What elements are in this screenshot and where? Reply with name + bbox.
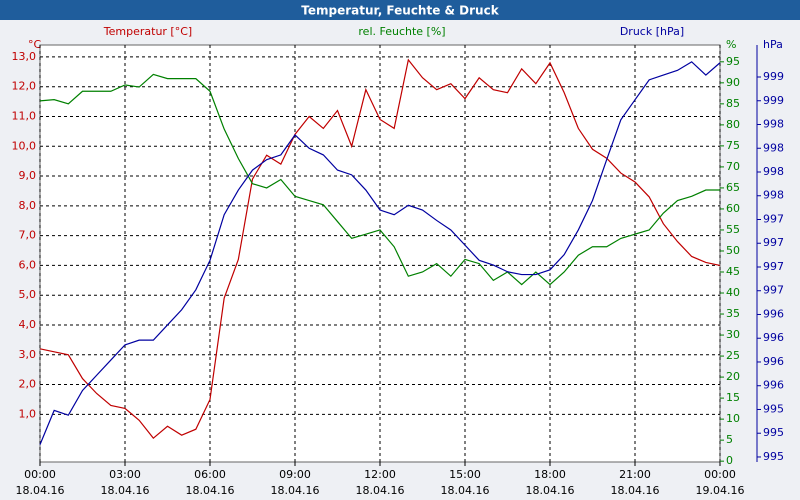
data-line [39,61,721,445]
x-tick-label: 15:00 [449,468,481,481]
y3-tick-label: 996 [763,379,784,392]
y3-title: Druck [hPa] [620,25,684,38]
y-tick-label: 8,0 [19,199,37,212]
y3-tick-label: 999 [763,94,784,107]
title-bar [0,0,800,20]
x-tick-date: 18.04.16 [101,484,150,497]
x-tick-date: 18.04.16 [526,484,575,497]
y3-tick-label: 998 [763,141,784,154]
y2-tick-label: 85 [726,97,740,110]
y2-tick-label: 40 [726,286,740,299]
y2-tick-label: 20 [726,370,740,383]
y2-tick-label: 15 [726,391,740,404]
y2-tick-label: 30 [726,328,740,341]
x-tick-date: 18.04.16 [356,484,405,497]
y3-tick-label: 997 [763,284,784,297]
x-tick-date: 18.04.16 [441,484,490,497]
y3-tick-label: 998 [763,118,784,131]
x-tick-label: 06:00 [194,468,226,481]
y-tick-label: 10,0 [12,139,37,152]
y-unit: °C [28,38,42,51]
y3-tick-label: 997 [763,236,784,249]
data-line [39,73,720,286]
x-tick-label: 09:00 [279,468,311,481]
y-tick-label: 4,0 [19,318,37,331]
y3-tick-label: 997 [763,260,784,273]
y2-tick-label: 0 [726,454,733,467]
y2-tick-label: 70 [726,160,740,173]
y3-tick-label: 995 [763,426,784,439]
x-tick-date: 18.04.16 [611,484,660,497]
y2-tick-label: 60 [726,202,740,215]
y-tick-label: 7,0 [19,229,37,242]
y2-unit: % [726,38,736,51]
x-tick-label: 00:00 [704,468,736,481]
y3-tick-label: 997 [763,212,784,225]
x-tick-date: 18.04.16 [16,484,65,497]
chart-title: Temperatur, Feuchte & Druck [301,4,499,18]
y-tick-label: 2,0 [19,378,37,391]
y2-tick-label: 95 [726,55,740,68]
y2-tick-label: 75 [726,139,740,152]
y3-tick-label: 998 [763,189,784,202]
y-tick-label: 1,0 [19,407,37,420]
x-tick-date: 18.04.16 [186,484,235,497]
y2-tick-label: 55 [726,223,740,236]
x-tick-label: 12:00 [364,468,396,481]
x-tick-label: 18:00 [534,468,566,481]
y2-tick-label: 5 [726,433,733,446]
y3-tick-label: 995 [763,402,784,415]
plot-area [39,44,721,463]
x-tick-date: 19.04.16 [696,484,745,497]
y-tick-label: 5,0 [19,288,37,301]
y2-tick-label: 35 [726,307,740,320]
x-tick-label: 00:00 [24,468,56,481]
y3-tick-label: 999 [763,70,784,83]
y-tick-label: 12,0 [12,80,37,93]
y3-tick-label: 996 [763,331,784,344]
y2-tick-label: 50 [726,244,740,257]
y-tick-label: 13,0 [12,50,37,63]
y2-tick-label: 65 [726,181,740,194]
y2-tick-label: 90 [726,76,740,89]
y3-tick-label: 995 [763,450,784,463]
y3-unit: hPa [763,38,783,51]
y2-tick-label: 25 [726,349,740,362]
y3-tick-label: 996 [763,355,784,368]
y3-tick-label: 996 [763,307,784,320]
y2-tick-label: 80 [726,118,740,131]
y-title: Temperatur [°C] [103,25,192,38]
y-tick-label: 3,0 [19,348,37,361]
y-tick-label: 6,0 [19,258,37,271]
x-tick-label: 03:00 [109,468,141,481]
y2-tick-label: 10 [726,412,740,425]
x-tick-date: 18.04.16 [271,484,320,497]
y2-title: rel. Feuchte [%] [358,25,445,38]
y2-tick-label: 45 [726,265,740,278]
x-tick-label: 21:00 [619,468,651,481]
y-tick-label: 11,0 [12,109,37,122]
y3-tick-label: 998 [763,165,784,178]
y-tick-label: 9,0 [19,169,37,182]
